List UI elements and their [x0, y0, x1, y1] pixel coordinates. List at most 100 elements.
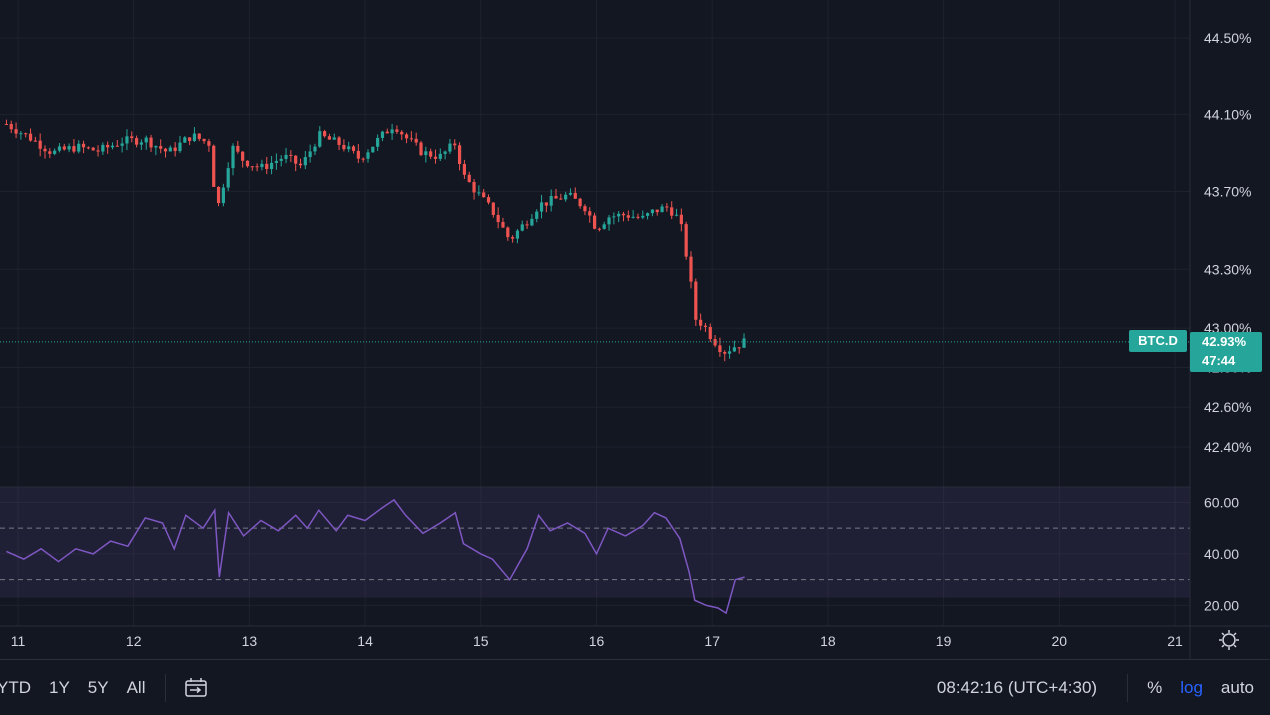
candles[interactable] — [4, 119, 746, 362]
candle[interactable] — [327, 133, 332, 140]
candle[interactable] — [655, 209, 659, 216]
candle[interactable] — [380, 130, 385, 142]
candle[interactable] — [86, 146, 90, 150]
candle[interactable] — [77, 140, 81, 154]
candle[interactable] — [231, 143, 235, 176]
candle[interactable] — [631, 210, 635, 219]
candle[interactable] — [732, 340, 736, 353]
candle[interactable] — [308, 144, 312, 163]
candle[interactable] — [626, 210, 630, 222]
candle[interactable] — [607, 214, 611, 231]
candle[interactable] — [443, 150, 447, 160]
candle[interactable] — [482, 189, 486, 198]
candle[interactable] — [43, 145, 47, 159]
auto-toggle[interactable]: auto — [1220, 677, 1254, 697]
candle[interactable] — [530, 214, 534, 227]
candle[interactable] — [159, 139, 163, 154]
candle[interactable] — [694, 278, 698, 327]
candle[interactable] — [525, 220, 529, 229]
candle[interactable] — [269, 155, 274, 175]
candle[interactable] — [101, 142, 105, 155]
candle[interactable] — [515, 228, 520, 244]
candle[interactable] — [72, 138, 76, 154]
candle[interactable] — [366, 149, 370, 163]
candle[interactable] — [414, 132, 418, 146]
candle[interactable] — [592, 212, 597, 230]
candle[interactable] — [188, 137, 192, 146]
candle[interactable] — [520, 220, 524, 232]
candle[interactable] — [241, 151, 245, 168]
candle[interactable] — [57, 143, 62, 153]
chart-canvas[interactable]: 44.50%44.10%43.70%43.30%43.00%42.80%42.6… — [0, 0, 1270, 659]
time-axis[interactable]: 11 12 13 14 15 16 17 18 19 20 21 — [11, 633, 1183, 649]
candle[interactable] — [48, 148, 52, 159]
candle[interactable] — [621, 211, 626, 222]
candle[interactable] — [713, 334, 717, 348]
candle[interactable] — [486, 194, 491, 205]
candle[interactable] — [684, 221, 688, 260]
candle[interactable] — [154, 145, 158, 156]
candle[interactable] — [457, 142, 462, 171]
candle[interactable] — [265, 156, 269, 175]
candle[interactable] — [665, 203, 669, 212]
candle[interactable] — [183, 136, 187, 143]
candle[interactable] — [588, 207, 592, 223]
candle[interactable] — [207, 138, 211, 152]
candle[interactable] — [511, 235, 515, 243]
candle[interactable] — [212, 144, 216, 187]
candle[interactable] — [602, 221, 606, 230]
candle[interactable] — [453, 139, 457, 150]
candle[interactable] — [347, 141, 351, 153]
candle[interactable] — [496, 207, 500, 229]
log-toggle[interactable]: log — [1180, 677, 1203, 697]
candle[interactable] — [409, 131, 413, 142]
candle[interactable] — [578, 197, 582, 209]
rsi-axis[interactable]: 60.00 40.00 20.00 — [1204, 494, 1239, 613]
candle[interactable] — [332, 133, 336, 140]
candle[interactable] — [149, 134, 153, 152]
candle[interactable] — [727, 345, 732, 359]
candle[interactable] — [24, 132, 28, 138]
candle[interactable] — [144, 135, 148, 150]
candle[interactable] — [303, 151, 307, 170]
candle[interactable] — [395, 125, 399, 134]
candle[interactable] — [134, 135, 139, 148]
candle[interactable] — [110, 142, 115, 150]
candle[interactable] — [404, 132, 409, 144]
candle[interactable] — [549, 189, 553, 212]
candle[interactable] — [96, 145, 100, 157]
candle[interactable] — [438, 148, 442, 162]
candle[interactable] — [699, 313, 703, 331]
candle[interactable] — [564, 191, 568, 202]
candle[interactable] — [568, 188, 573, 196]
candle[interactable] — [356, 144, 360, 164]
candle[interactable] — [279, 155, 283, 167]
candle[interactable] — [125, 129, 129, 151]
candle[interactable] — [641, 210, 645, 220]
candle[interactable] — [274, 153, 278, 170]
candle[interactable] — [467, 171, 471, 183]
candle[interactable] — [636, 213, 640, 220]
candle[interactable] — [197, 133, 201, 142]
candle[interactable] — [4, 119, 9, 125]
candle[interactable] — [236, 140, 240, 154]
candle[interactable] — [120, 137, 124, 153]
candle[interactable] — [62, 143, 66, 151]
candle[interactable] — [535, 209, 539, 223]
range-ytd[interactable]: YTD — [0, 677, 31, 697]
candle[interactable] — [115, 140, 119, 147]
candle[interactable] — [318, 126, 322, 148]
range-1y[interactable]: 1Y — [49, 677, 70, 697]
candle[interactable] — [323, 129, 327, 138]
candle[interactable] — [477, 185, 481, 196]
candle[interactable] — [168, 145, 172, 152]
candle[interactable] — [53, 148, 57, 156]
candle[interactable] — [298, 158, 303, 169]
candle[interactable] — [255, 163, 259, 172]
candle[interactable] — [617, 211, 621, 223]
candle[interactable] — [539, 194, 544, 219]
candle[interactable] — [216, 186, 221, 207]
settings-gear-icon[interactable] — [1219, 630, 1239, 650]
candle[interactable] — [376, 134, 380, 152]
candle[interactable] — [226, 162, 230, 192]
